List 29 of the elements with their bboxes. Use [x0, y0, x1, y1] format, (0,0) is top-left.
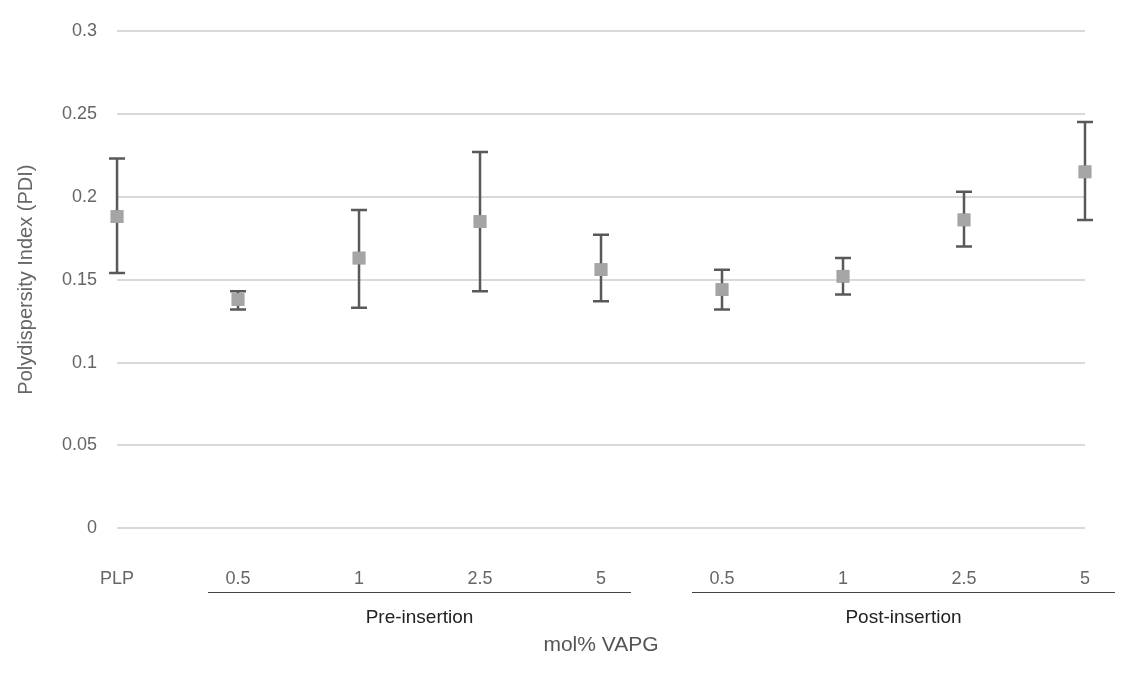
- y-tick-label: 0.25: [61, 102, 98, 123]
- x-tick-label: 0.5: [709, 568, 735, 589]
- x-tick-label: 2.5: [951, 568, 977, 589]
- text: Post-insertion: [844, 606, 963, 629]
- x-tick-label: 5: [596, 568, 607, 589]
- point: [110, 210, 124, 223]
- point: [594, 263, 608, 277]
- y-tick-label: 0.3: [72, 19, 98, 40]
- y-tick-label: 0.15: [61, 268, 98, 289]
- y-tick-label: 0.2: [72, 185, 98, 206]
- point: [473, 215, 487, 228]
- text: Pre-insertion: [364, 606, 475, 629]
- x-axis-title: mol% VAPG: [542, 632, 660, 657]
- point: [352, 251, 366, 265]
- x-tick-label: 0.5: [225, 568, 251, 589]
- x-tick-label: 1: [354, 568, 365, 589]
- point: [836, 269, 850, 283]
- point: [1078, 165, 1092, 179]
- x-tick-label: 2.5: [467, 568, 493, 589]
- point: [715, 283, 729, 296]
- y-tick-label: 0: [87, 517, 98, 538]
- x-tick-label: 5: [1079, 568, 1090, 589]
- y-axis-title: Polydispersity Index (PDI): [13, 164, 36, 395]
- x-tick-label: PLP: [100, 568, 135, 589]
- y-tick-label: 0.05: [61, 434, 98, 455]
- point: [231, 293, 245, 306]
- x-tick-label: 1: [838, 568, 849, 589]
- y-tick-label: 0.1: [72, 351, 98, 372]
- point: [957, 213, 971, 227]
